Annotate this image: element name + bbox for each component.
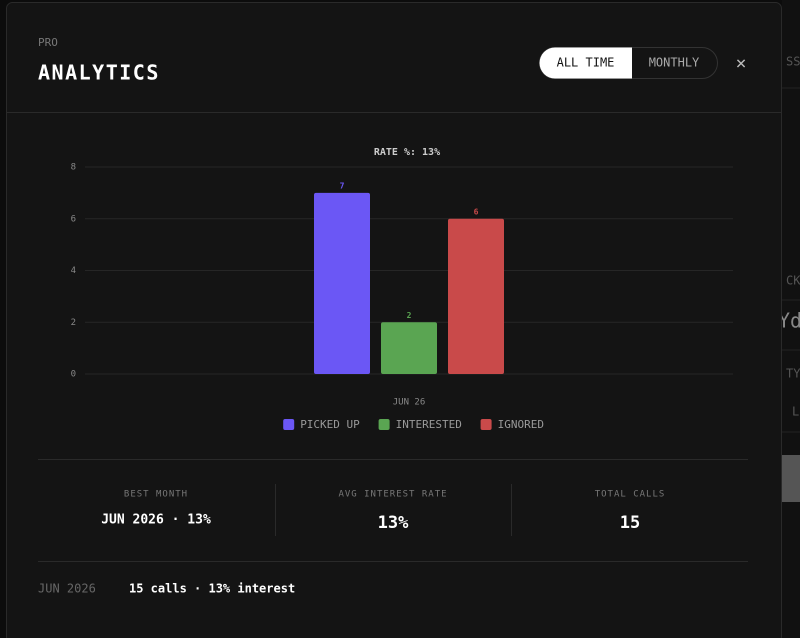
chart-title: RATE %: 13% bbox=[374, 147, 440, 158]
eyebrow: PRO bbox=[38, 36, 58, 49]
stat-value: 13% bbox=[378, 513, 409, 533]
y-tick-label: 4 bbox=[71, 266, 76, 276]
legend-swatch bbox=[378, 419, 390, 430]
y-tick-label: 2 bbox=[71, 318, 76, 328]
value-label: 2 bbox=[407, 311, 412, 320]
legend-swatch bbox=[480, 419, 492, 430]
fragment: SS bbox=[786, 55, 800, 69]
y-tick-label: 6 bbox=[71, 214, 76, 224]
fragment: TY bbox=[786, 367, 800, 381]
stat-label: TOTAL CALLS bbox=[595, 490, 666, 500]
bar bbox=[314, 192, 370, 374]
modal bbox=[6, 2, 782, 638]
side-block bbox=[782, 455, 800, 502]
value-label: 6 bbox=[474, 207, 479, 216]
background-panel: SS CK Yd TY L bbox=[778, 0, 800, 638]
legend-swatch bbox=[283, 419, 295, 430]
bar bbox=[381, 322, 437, 374]
bar bbox=[448, 218, 504, 374]
stat-value: JUN 2026 · 13% bbox=[101, 513, 211, 528]
legend-label: PICKED UP bbox=[300, 418, 360, 431]
toggle-option[interactable]: ALL TIME bbox=[557, 56, 615, 70]
stat-label: BEST MONTH bbox=[124, 490, 188, 500]
stat-label: AVG INTEREST RATE bbox=[338, 490, 447, 500]
stat-value: 15 bbox=[620, 513, 640, 533]
toggle-selected bbox=[539, 47, 632, 79]
row-month: JUN 2026 bbox=[38, 582, 96, 596]
legend-label: IGNORED bbox=[498, 418, 544, 431]
title: ANALYTICS bbox=[38, 61, 160, 85]
toggle-option[interactable]: MONTHLY bbox=[649, 56, 700, 70]
fragment: L bbox=[792, 405, 799, 419]
y-tick-label: 8 bbox=[71, 163, 76, 173]
value-label: 7 bbox=[340, 181, 345, 190]
y-tick-label: 0 bbox=[71, 370, 76, 380]
fragment: CK bbox=[786, 274, 800, 288]
row-summary: 15 calls · 13% interest bbox=[129, 582, 295, 596]
legend-label: INTERESTED bbox=[396, 418, 462, 431]
x-tick-label: JUN 26 bbox=[393, 398, 426, 408]
fragment: Yd bbox=[778, 309, 800, 333]
chart: 0 2 4 6 8 JUN 26 7 2 6 PICKED UP INTERESTED IGNORED bbox=[71, 163, 733, 431]
close-button[interactable]: × bbox=[736, 53, 747, 74]
